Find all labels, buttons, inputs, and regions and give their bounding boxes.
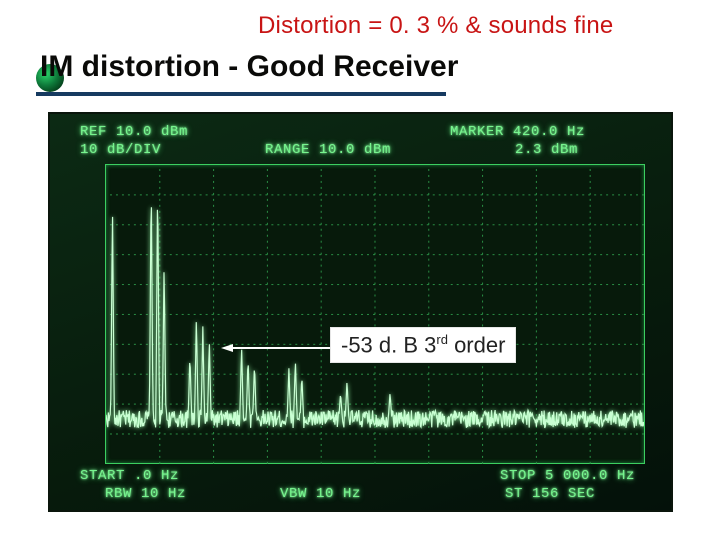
analyzer-screen: REF 10.0 dBm 10 dB/DIV RANGE 10.0 dBm MA… — [48, 112, 673, 512]
annotation-text-post: order — [448, 332, 505, 357]
label-vbw: VBW 10 Hz — [280, 486, 361, 502]
label-stop: STOP 5 000.0 Hz — [500, 468, 635, 484]
label-marker-freq: MARKER 420.0 Hz — [450, 124, 585, 140]
slide-top-note: Distortion = 0. 3 % & sounds fine — [258, 12, 613, 40]
slide-heading: IM distortion - Good Receiver — [40, 50, 450, 84]
label-marker-amp: 2.3 dBm — [515, 142, 578, 158]
annotation-arrow — [221, 340, 333, 344]
label-ref: REF 10.0 dBm — [80, 124, 188, 140]
label-rbw: RBW 10 Hz — [105, 486, 186, 502]
spectrum-plot — [105, 164, 645, 464]
label-div: 10 dB/DIV — [80, 142, 161, 158]
label-start: START .0 Hz — [80, 468, 179, 484]
annotation-sup: rd — [436, 332, 448, 347]
annotation-label: -53 d. B 3rd order — [330, 327, 516, 363]
heading-underline — [36, 92, 446, 96]
label-sweep: ST 156 SEC — [505, 486, 595, 502]
annotation-text-pre: -53 d. B 3 — [341, 332, 436, 357]
plot-svg — [106, 165, 644, 464]
label-range: RANGE 10.0 dBm — [265, 142, 391, 158]
heading-wrap: IM distortion - Good Receiver — [40, 50, 450, 84]
